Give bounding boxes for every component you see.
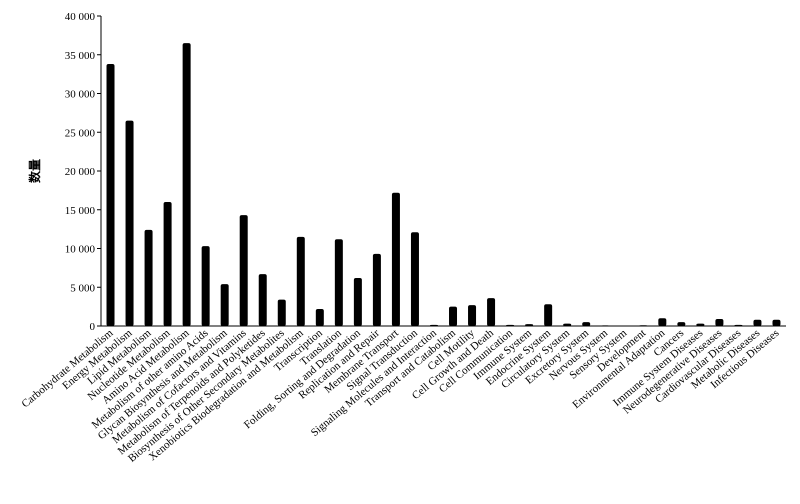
bar [315, 308, 324, 326]
y-tick-label: 40 000 [65, 11, 96, 23]
bar [372, 253, 381, 326]
bar [201, 246, 210, 326]
bar [506, 324, 515, 326]
bar [220, 284, 229, 326]
y-tick-label: 35 000 [65, 50, 96, 62]
bar [715, 319, 724, 326]
bar [277, 299, 286, 326]
bar [239, 215, 248, 326]
bar [334, 239, 343, 326]
bar [144, 229, 153, 326]
y-tick-label: 5 000 [70, 282, 95, 294]
bar [734, 324, 743, 326]
y-tick-label: 10 000 [65, 244, 96, 256]
bar [582, 322, 591, 326]
bar [163, 202, 172, 326]
bar [563, 323, 572, 326]
y-tick-label: 25 000 [65, 127, 96, 139]
bar [677, 322, 686, 326]
bar [410, 232, 419, 326]
bar [182, 43, 191, 326]
bar [353, 277, 362, 326]
bar [106, 64, 115, 327]
bar [487, 298, 496, 326]
bar [449, 306, 458, 326]
bar [391, 192, 400, 326]
bar [696, 323, 705, 326]
bar [429, 324, 438, 326]
y-tick-label: 15 000 [65, 205, 96, 217]
bar [468, 305, 477, 326]
bar [525, 324, 534, 326]
bar [639, 325, 648, 326]
y-tick-label: 30 000 [65, 89, 96, 101]
bar [753, 319, 762, 326]
bar [601, 325, 610, 326]
bar [658, 318, 667, 326]
bar [258, 274, 267, 326]
bar [544, 304, 553, 326]
y-axis-label: 数量 [27, 159, 42, 183]
bar [125, 120, 134, 326]
bar [296, 236, 305, 326]
y-tick-label: 20 000 [65, 166, 96, 178]
y-tick-label: 0 [90, 321, 96, 333]
bar [772, 319, 781, 326]
